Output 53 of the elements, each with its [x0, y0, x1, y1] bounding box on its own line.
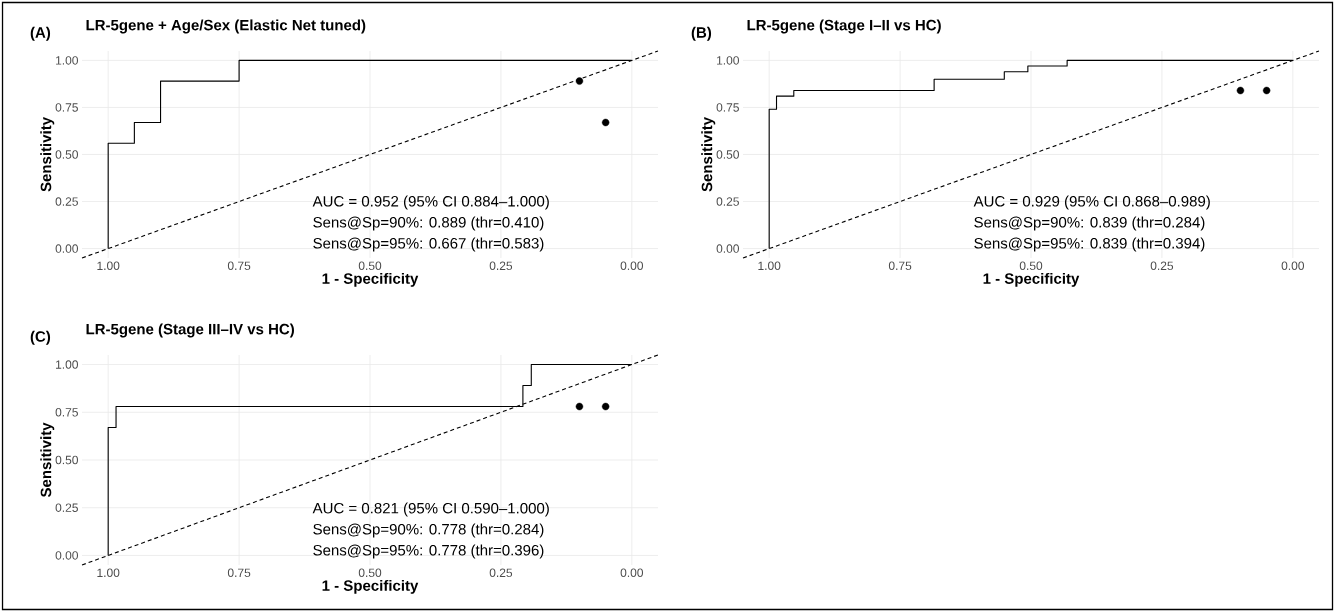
annotation: Sens@Sp=90%: 0.889 (thr=0.410) [313, 216, 544, 231]
x-tick-label: 0.00 [620, 261, 644, 271]
x-tick-label: 0.50 [358, 261, 382, 271]
annotation: AUC = 0.821 (95% CI 0.590–1.000) [312, 502, 549, 517]
x-tick-label: 1.00 [97, 261, 120, 271]
x-axis-title: 1 - Specificity [983, 272, 1080, 287]
annotation: AUC = 0.929 (95% CI 0.868–0.989) [973, 195, 1210, 210]
annotation: AUC = 0.952 (95% CI 0.884–1.000) [312, 195, 549, 210]
x-axis-title: 1 - Specificity [322, 579, 419, 594]
x-tick-label: 0.50 [1019, 261, 1043, 271]
y-tick-label: 1.00 [56, 56, 79, 65]
y-tick-label: 0.25 [55, 503, 78, 512]
y-tick-label: 0.75 [716, 103, 739, 112]
y-tick-label: 1.00 [717, 56, 739, 65]
y-tick-label: 0.75 [55, 408, 78, 417]
x-tick-label: 0.25 [489, 568, 513, 578]
x-tick-label: 1.00 [97, 568, 120, 578]
line-series [107, 59, 633, 250]
y-tick-label: 0.25 [716, 197, 739, 206]
x-tick-label: 0.75 [227, 261, 251, 271]
text: (C) [30, 330, 51, 345]
annotation: Sens@Sp=95%: 0.839 (thr=0.394) [974, 237, 1205, 252]
y-tick-label: 0.00 [716, 244, 739, 253]
annotation: Sens@Sp=95%: 0.667 (thr=0.583) [313, 237, 544, 252]
y-tick-label: 0.00 [55, 551, 79, 560]
chart-title: LR-5gene (Stage III–IV vs HC) [86, 323, 294, 338]
x-tick-label: 0.50 [358, 568, 382, 578]
y-tick-label: 0.25 [55, 197, 78, 206]
annotation: Sens@Sp=90%: 0.839 (thr=0.284) [974, 216, 1205, 231]
y-tick-label: 0.75 [55, 103, 78, 112]
y-tick-label: 1.00 [56, 360, 79, 369]
y-axis-title: Sensitivity [701, 117, 716, 192]
y-tick-label: 0.50 [55, 150, 79, 159]
x-tick-label: 1.00 [758, 261, 781, 271]
annotation: Sens@Sp=90%: 0.778 (thr=0.284) [313, 523, 544, 538]
y-tick-label: 0.50 [55, 455, 79, 465]
x-axis-title: 1 - Specificity [322, 272, 419, 287]
y-tick-label: 0.00 [55, 244, 79, 253]
chart-title: LR-5gene (Stage I–II vs HC) [747, 19, 941, 34]
x-tick-label: 0.00 [620, 568, 644, 578]
text: (A) [30, 26, 51, 41]
line-series [768, 59, 1294, 250]
text: (B) [691, 26, 712, 41]
x-tick-label: 0.25 [489, 261, 513, 271]
annotation: Sens@Sp=95%: 0.778 (thr=0.396) [313, 544, 544, 559]
y-axis-title: Sensitivity [40, 422, 55, 498]
x-tick-label: 0.75 [227, 568, 251, 578]
x-tick-label: 0.00 [1281, 261, 1305, 271]
y-tick-label: 0.50 [716, 150, 739, 159]
x-tick-label: 0.75 [888, 261, 912, 271]
y-axis-title: Sensitivity [40, 117, 55, 192]
chart-title: LR-5gene + Age/Sex (Elastic Net tuned) [86, 19, 366, 34]
x-tick-label: 0.25 [1150, 261, 1174, 271]
